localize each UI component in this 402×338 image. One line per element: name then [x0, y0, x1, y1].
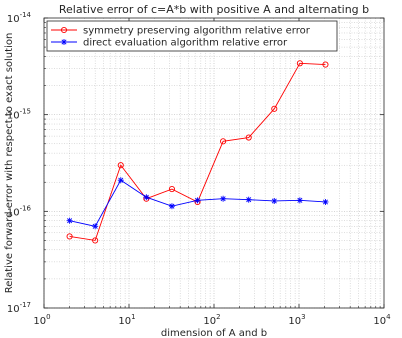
marker-stroke: [246, 197, 252, 203]
marker-stroke: [143, 194, 149, 200]
marker-stroke: [92, 223, 98, 229]
x-tick-exponent: 2: [216, 313, 220, 321]
marker-stroke: [271, 198, 277, 204]
data-point: [220, 138, 227, 145]
legend: symmetry preserving algorithm relative e…: [46, 20, 338, 52]
x-tick-label: 103: [288, 313, 305, 327]
x-axis-label: dimension of A and b: [161, 328, 267, 338]
x-tick-exponent: 4: [386, 313, 391, 321]
x-tick-exponent: 3: [301, 313, 305, 321]
legend-item: symmetry preserving algorithm relative e…: [51, 26, 311, 37]
legend-marker: [60, 26, 68, 34]
series-line-1: [69, 62, 326, 241]
data-point: [117, 177, 124, 184]
data-point: [168, 186, 175, 193]
data-point: [271, 197, 278, 204]
data-point: [220, 195, 227, 202]
data-point: [245, 134, 252, 141]
legend-marker: [61, 39, 67, 45]
x-tick-label: 101: [118, 313, 135, 327]
data-point: [143, 194, 150, 201]
data-point: [194, 197, 201, 204]
x-tick-label: 102: [203, 313, 220, 327]
legend-label: direct evaluation algorithm relative err…: [83, 38, 288, 49]
y-tick-exponent: -15: [20, 108, 31, 116]
marker-stroke: [118, 177, 124, 183]
legend-item: direct evaluation algorithm relative err…: [51, 38, 288, 49]
y-axis-label: Relative forward error with respect to e…: [4, 33, 15, 294]
marker-stroke: [61, 39, 67, 45]
y-tick-exponent: -14: [20, 11, 32, 19]
data-point: [66, 217, 73, 224]
x-tick-exponent: 1: [131, 313, 135, 321]
data-point: [271, 105, 278, 112]
chart-title: Relative error of c=A*b with positive A …: [59, 3, 369, 16]
data-point: [66, 233, 73, 240]
marker-stroke: [169, 203, 175, 209]
data-point: [322, 61, 329, 68]
x-tick-label: 104: [373, 313, 391, 327]
data-point: [322, 198, 329, 205]
data-point: [296, 60, 303, 67]
marker-stroke: [67, 218, 73, 224]
marker-stroke: [297, 197, 303, 203]
legend-box: [46, 20, 338, 52]
data-point: [296, 197, 303, 204]
marker-stroke: [195, 197, 201, 203]
y-tick-exponent: -17: [20, 301, 31, 309]
y-tick-label: 10-17: [7, 301, 31, 315]
series: [66, 60, 329, 244]
data-point: [92, 223, 99, 230]
marker-stroke: [322, 199, 328, 205]
y-tick-exponent: -16: [20, 204, 32, 212]
x-tick-label: 100: [33, 313, 50, 327]
y-tick-label: 10-14: [7, 11, 32, 25]
data-point: [245, 196, 252, 203]
legend-label: symmetry preserving algorithm relative e…: [83, 26, 311, 37]
marker-stroke: [220, 196, 226, 202]
data-point: [168, 203, 175, 210]
data-point: [117, 162, 124, 169]
x-tick-exponent: 0: [46, 313, 50, 321]
data-point: [92, 237, 99, 244]
